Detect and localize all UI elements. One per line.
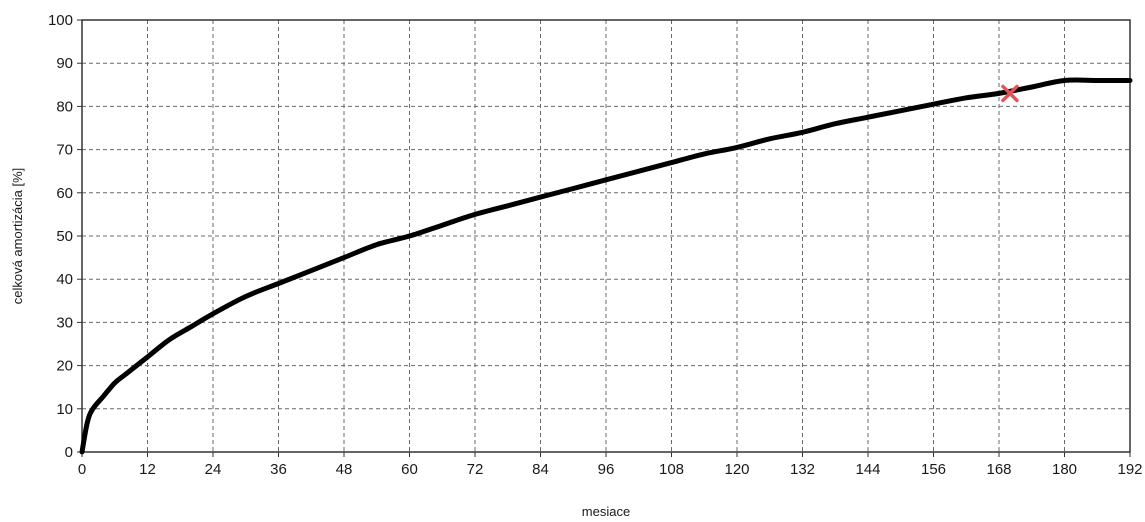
y-tick-label: 30 — [56, 314, 73, 331]
annotations — [1001, 84, 1019, 103]
x-tick-label: 84 — [532, 461, 549, 478]
x-tick-label: 48 — [336, 461, 353, 478]
x-tick-label: 180 — [1052, 461, 1077, 478]
x-tick-label: 108 — [659, 461, 684, 478]
x-tick-label: 0 — [78, 461, 86, 478]
gridlines — [82, 20, 1130, 452]
x-tick-label: 12 — [139, 461, 156, 478]
y-tick-label: 100 — [48, 12, 73, 29]
series-layer — [79, 77, 1133, 455]
y-tick-label: 10 — [56, 401, 73, 418]
x-tick-label: 192 — [1117, 461, 1142, 478]
y-tick-label: 20 — [56, 358, 73, 375]
y-axis-tick-labels: 0 10 20 30 40 50 60 70 80 90 100 — [48, 12, 82, 461]
x-tick-label: 132 — [790, 461, 815, 478]
x-tick-label: 96 — [598, 461, 615, 478]
y-tick-label: 0 — [65, 444, 73, 461]
amortization-line — [79, 77, 1133, 455]
y-axis-label: celková amortizácia [%] — [10, 168, 25, 305]
x-tick-label: 120 — [724, 461, 749, 478]
x-axis-label: mesiace — [582, 504, 630, 519]
y-tick-label: 80 — [56, 98, 73, 115]
y-tick-label: 70 — [56, 142, 73, 159]
y-tick-label: 40 — [56, 271, 73, 288]
y-tick-label: 60 — [56, 185, 73, 202]
y-tick-label: 50 — [56, 228, 73, 245]
x-tick-label: 24 — [205, 461, 222, 478]
x-marker — [1001, 84, 1019, 103]
x-tick-label: 156 — [921, 461, 946, 478]
x-tick-label: 36 — [270, 461, 287, 478]
x-tick-label: 144 — [855, 461, 880, 478]
x-tick-label: 60 — [401, 461, 418, 478]
x-tick-label: 168 — [986, 461, 1011, 478]
x-axis-tick-labels: 0 12 24 36 48 60 72 84 96 108 120 132 144 156 168 180 19… — [78, 452, 1143, 478]
y-tick-label: 90 — [56, 55, 73, 72]
x-tick-label: 72 — [467, 461, 484, 478]
